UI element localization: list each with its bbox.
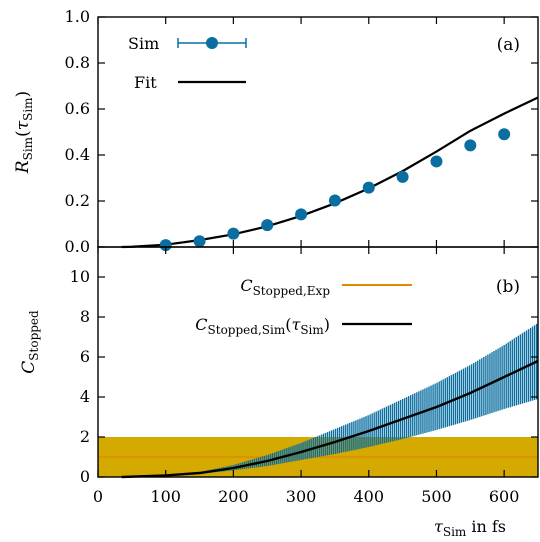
sim-curve — [121, 359, 539, 479]
panel-a-label: (a) — [497, 35, 520, 55]
sim-point — [328, 194, 341, 207]
panel-a-frame — [97, 16, 539, 248]
legend-fit-label: Fit — [134, 73, 157, 92]
x-tick-label: 200 — [218, 487, 249, 506]
x-tick-label: 500 — [421, 487, 452, 506]
y-tick-label: 0.0 — [65, 237, 90, 256]
sim-point — [295, 208, 308, 221]
x-tick-label: 300 — [286, 487, 317, 506]
sim-point — [193, 235, 206, 248]
y-tick-label: 4 — [80, 387, 90, 406]
legend-sim-sample — [177, 37, 247, 49]
x-tick-label: 0 — [93, 487, 103, 506]
legend-sim-curve-label: CStopped,Sim(τSim) — [195, 315, 330, 337]
y-tick-label: 1.0 — [65, 7, 90, 26]
legend-sim-label: Sim — [128, 34, 159, 53]
panel-a-ylabel: RSim(τSim) — [13, 91, 35, 174]
sim-point — [464, 139, 477, 152]
sim-line — [121, 359, 539, 479]
sim-point — [362, 181, 375, 194]
fit-line — [121, 96, 539, 249]
y-tick-label: 10 — [70, 267, 90, 286]
y-tick-label: 0.8 — [65, 53, 90, 72]
sim-point — [498, 128, 511, 141]
sim-point — [396, 170, 409, 183]
legend-exp-label: CStopped,Exp — [240, 276, 330, 298]
panel-b-xlabel: τSim in fs — [434, 517, 506, 539]
panel-b-ylabel: CStopped — [19, 310, 41, 374]
panel-a: 0.0 0.2 0.4 0.6 0.8 1.0 (a) RSim(τSim) Sim Fi… — [13, 7, 539, 256]
panel-a-fit-curve — [121, 96, 539, 249]
sim-point — [430, 155, 443, 168]
y-tick-label: 8 — [80, 307, 90, 326]
x-tick-label: 400 — [353, 487, 384, 506]
panel-b-label: (b) — [496, 277, 520, 297]
x-tick-label: 600 — [489, 487, 520, 506]
x-tick-label: 100 — [150, 487, 181, 506]
sim-point — [227, 227, 240, 240]
y-tick-label: 6 — [80, 347, 90, 366]
panel-a-sim-points — [159, 128, 511, 252]
sim-point — [159, 239, 172, 252]
y-tick-label: 0.4 — [65, 145, 90, 164]
panel-b-frame — [97, 246, 539, 478]
sim-point — [261, 219, 274, 232]
y-tick-label: 0.2 — [65, 191, 90, 210]
y-tick-label: 2 — [80, 427, 90, 446]
y-tick-label: 0 — [80, 467, 90, 486]
y-tick-label: 0.6 — [65, 99, 90, 118]
